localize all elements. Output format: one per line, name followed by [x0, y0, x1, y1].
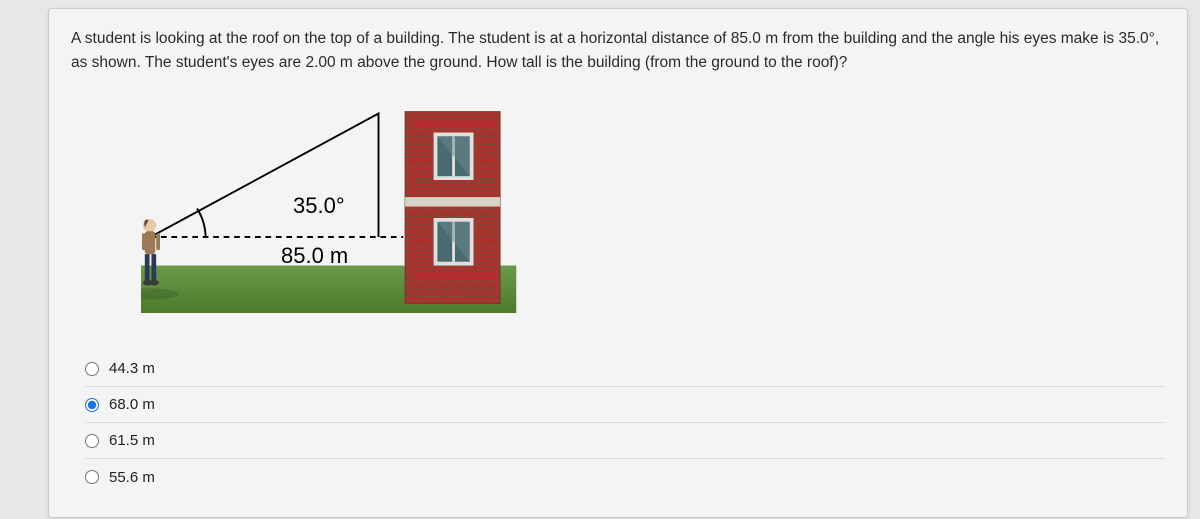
- options-list: 44.3 m 68.0 m 61.5 m 55.6 m: [71, 351, 1165, 495]
- diagram-container: 35.0° 85.0 m: [71, 103, 1165, 333]
- angle-label: 35.0°: [293, 193, 345, 219]
- option-label: 55.6 m: [109, 469, 155, 486]
- building: [405, 112, 500, 304]
- option-row[interactable]: 55.6 m: [85, 459, 1165, 495]
- option-row[interactable]: 68.0 m: [85, 387, 1165, 423]
- window-lower: [434, 218, 474, 266]
- option-radio-2[interactable]: [85, 434, 99, 448]
- option-label: 44.3 m: [109, 360, 155, 377]
- distance-label: 85.0 m: [281, 243, 348, 269]
- question-card: A student is looking at the roof on the …: [48, 8, 1188, 518]
- diagram: 35.0° 85.0 m: [141, 103, 521, 333]
- option-label: 68.0 m: [109, 396, 155, 413]
- window-upper: [434, 133, 474, 181]
- option-row[interactable]: 44.3 m: [85, 351, 1165, 387]
- option-row[interactable]: 61.5 m: [85, 423, 1165, 459]
- option-label: 61.5 m: [109, 432, 155, 449]
- question-text: A student is looking at the roof on the …: [71, 27, 1165, 75]
- option-radio-3[interactable]: [85, 470, 99, 484]
- angle-arc: [197, 209, 206, 238]
- option-radio-0[interactable]: [85, 362, 99, 376]
- option-radio-1[interactable]: [85, 398, 99, 412]
